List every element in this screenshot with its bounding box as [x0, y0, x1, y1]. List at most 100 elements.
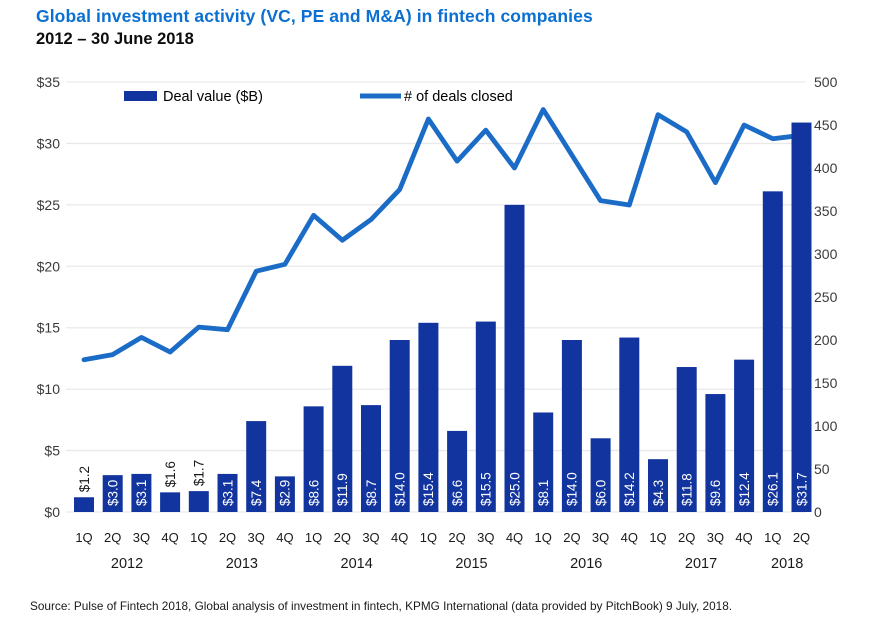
x-axis-quarter-label: 3Q [248, 530, 265, 545]
x-axis-year-label: 2017 [685, 556, 717, 572]
bar-value-label: $26.1 [766, 472, 781, 506]
right-axis-tick: 400 [814, 160, 838, 176]
right-axis-tick: 150 [814, 375, 838, 391]
legend-deal-value-label: Deal value ($B) [163, 89, 263, 105]
deal-value-bar [533, 412, 554, 512]
deal-value-bar [447, 430, 468, 512]
x-axis-quarter-label: 3Q [477, 530, 494, 545]
left-axis-tick: $5 [44, 443, 60, 459]
x-axis-quarter-label: 4Q [391, 530, 408, 545]
bar-value-label: $14.0 [393, 472, 408, 506]
x-axis-year-label: 2014 [341, 556, 373, 572]
deal-value-bar [131, 473, 152, 512]
deal-value-bar [160, 492, 181, 512]
bar-value-label: $14.2 [622, 472, 637, 506]
x-axis-quarter-label: 1Q [190, 530, 207, 545]
bar-value-label: $31.7 [794, 472, 809, 506]
deal-value-bar [561, 340, 582, 512]
bar-value-label: $3.1 [220, 480, 235, 506]
bar-value-label: $8.7 [364, 480, 379, 506]
x-axis-year-label: 2015 [455, 556, 487, 572]
deal-value-bar [619, 337, 640, 512]
bar-value-label: $11.9 [335, 473, 350, 506]
left-axis-tick: $10 [37, 381, 61, 397]
bar-value-label: $6.0 [593, 480, 608, 506]
right-axis-tick: 450 [814, 117, 838, 133]
deal-value-bar [217, 473, 238, 512]
bar-value-label: $9.6 [708, 480, 723, 506]
bar-value-label: $3.1 [134, 480, 149, 506]
left-axis-tick: $0 [44, 504, 60, 520]
deal-value-bar [303, 406, 324, 512]
chart-title: Global investment activity (VC, PE and M… [36, 6, 593, 26]
deal-value-bar [762, 191, 783, 513]
x-axis-quarter-label: 1Q [649, 530, 666, 545]
deal-value-bar [590, 438, 611, 512]
x-axis-quarter-label: 4Q [506, 530, 523, 545]
chart-area: $1.2 $3.0 $3.1 $1.6 $1.7 $3.1 $7.4 $2.9 $8.6 $11.… [37, 74, 838, 572]
deal-value-bar [705, 394, 726, 512]
deal-value-bar [648, 459, 668, 512]
x-axis-quarter-label: 1Q [305, 530, 322, 545]
legend-bar-swatch [124, 91, 157, 101]
x-axis-quarter-label: 3Q [133, 530, 150, 545]
x-axis-quarter-label: 1Q [75, 530, 92, 545]
bar-value-label: $1.2 [77, 466, 92, 492]
right-axis-tick: 250 [814, 289, 838, 305]
bar-value-label: $11.8 [680, 473, 695, 506]
deal-value-bar [74, 497, 94, 512]
deal-value-bar [676, 367, 697, 512]
x-axis-year-label: 2016 [570, 556, 602, 572]
deal-value-bar [791, 122, 812, 513]
deal-value-bar [188, 491, 209, 512]
x-axis-quarter-label: 2Q [793, 530, 810, 545]
x-axis-quarter-label: 3Q [592, 530, 609, 545]
deal-value-bar [361, 405, 381, 512]
bar-value-label: $1.6 [163, 461, 178, 487]
x-axis-quarter-label: 2Q [448, 530, 465, 545]
left-axis-tick: $25 [37, 197, 61, 213]
x-axis-quarter-label: 1Q [535, 530, 552, 545]
legend-deals-closed-label: # of deals closed [404, 89, 513, 105]
right-axis-tick: 200 [814, 332, 838, 348]
bar-value-label: $15.4 [421, 472, 436, 506]
x-axis-quarter-label: 1Q [420, 530, 437, 545]
deal-value-bar [734, 359, 755, 512]
bar-value-label: $3.0 [106, 480, 121, 506]
x-axis-quarter-label: 2Q [219, 530, 236, 545]
x-axis-year-label: 2018 [771, 556, 803, 572]
bar-value-label: $4.3 [651, 480, 666, 506]
right-axis-tick: 0 [814, 504, 822, 520]
right-axis-tick: 500 [814, 74, 838, 90]
x-axis-quarter-label: 2Q [334, 530, 351, 545]
deal-value-bar [418, 322, 439, 512]
left-axis-tick: $15 [37, 320, 61, 336]
bar-value-label: $1.7 [192, 460, 207, 486]
x-axis-quarter-label: 2Q [563, 530, 580, 545]
right-axis-tick: 350 [814, 203, 838, 219]
deal-value-bar [274, 476, 295, 512]
deal-value-bar [475, 321, 496, 512]
x-axis-quarter-label: 2Q [678, 530, 695, 545]
bar-value-label: $2.9 [278, 480, 293, 506]
bar-value-label: $8.6 [306, 480, 321, 506]
deals-closed-line [81, 107, 804, 363]
left-axis-tick: $20 [37, 258, 61, 274]
x-axis-quarter-label: 4Q [161, 530, 178, 545]
chart-subtitle: 2012 – 30 June 2018 [36, 30, 194, 48]
x-axis-year-label: 2013 [226, 556, 258, 572]
x-axis-quarter-label: 3Q [707, 530, 724, 545]
x-axis-quarter-label: 3Q [362, 530, 379, 545]
bar-value-label: $12.4 [737, 472, 752, 506]
bar-value-label: $14.0 [565, 472, 580, 506]
deal-value-bar [504, 204, 525, 512]
x-axis-quarter-label: 2Q [104, 530, 121, 545]
left-axis-tick: $35 [37, 74, 61, 90]
x-axis-quarter-label: 4Q [735, 530, 752, 545]
right-axis-tick: 100 [814, 418, 838, 434]
bar-value-label: $7.4 [249, 479, 264, 506]
right-axis-tick: 50 [814, 461, 830, 477]
chart-canvas: $1.2 $3.0 $3.1 $1.6 $1.7 $3.1 $7.4 $2.9 $8.6 $11.… [37, 74, 838, 572]
deal-value-bar [332, 365, 353, 512]
